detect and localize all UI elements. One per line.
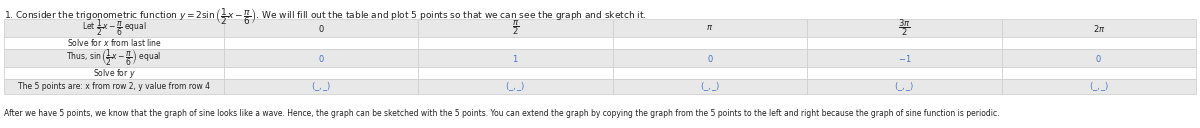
Bar bbox=[613, 67, 808, 79]
Bar bbox=[224, 19, 419, 37]
Bar bbox=[808, 49, 1002, 67]
Text: 1. Consider the trigonometric function $y = 2\sin\left(\dfrac{1}{2}x - \dfrac{\p: 1. Consider the trigonometric function $… bbox=[4, 6, 647, 27]
Bar bbox=[613, 79, 808, 94]
Text: $(\_,\_)$: $(\_,\_)$ bbox=[894, 80, 914, 93]
Bar bbox=[808, 79, 1002, 94]
Bar bbox=[613, 37, 808, 49]
Text: Solve for $y$: Solve for $y$ bbox=[92, 67, 136, 79]
Text: The 5 points are: x from row 2, y value from row 4: The 5 points are: x from row 2, y value … bbox=[18, 82, 210, 91]
Text: $(\_,\_)$: $(\_,\_)$ bbox=[1088, 80, 1109, 93]
Text: $(\_,\_)$: $(\_,\_)$ bbox=[311, 80, 331, 93]
Bar bbox=[808, 19, 1002, 37]
Text: $(\_,\_)$: $(\_,\_)$ bbox=[700, 80, 720, 93]
Bar bbox=[613, 19, 808, 37]
Bar bbox=[1002, 79, 1196, 94]
Bar bbox=[4, 49, 224, 67]
Bar bbox=[808, 67, 1002, 79]
Bar bbox=[1002, 19, 1196, 37]
Text: $\dfrac{\pi}{2}$: $\dfrac{\pi}{2}$ bbox=[512, 19, 520, 37]
Bar bbox=[419, 67, 613, 79]
Text: $\dfrac{3\pi}{2}$: $\dfrac{3\pi}{2}$ bbox=[898, 18, 911, 38]
Text: $(\_,\_)$: $(\_,\_)$ bbox=[505, 80, 526, 93]
Bar bbox=[1002, 49, 1196, 67]
Text: After we have 5 points, we know that the graph of sine looks like a wave. Hence,: After we have 5 points, we know that the… bbox=[4, 109, 1000, 118]
Bar bbox=[419, 79, 613, 94]
Bar bbox=[808, 37, 1002, 49]
Bar bbox=[224, 67, 419, 79]
Text: $1$: $1$ bbox=[512, 52, 518, 63]
Bar bbox=[1002, 67, 1196, 79]
Text: $2\pi$: $2\pi$ bbox=[1092, 23, 1105, 34]
Bar bbox=[4, 19, 224, 37]
Bar bbox=[1002, 37, 1196, 49]
Text: Let $\dfrac{1}{2}x - \dfrac{\pi}{6}$ equal: Let $\dfrac{1}{2}x - \dfrac{\pi}{6}$ equ… bbox=[82, 18, 146, 38]
Text: $0$: $0$ bbox=[707, 52, 713, 63]
Bar bbox=[4, 79, 224, 94]
Bar bbox=[4, 37, 224, 49]
Text: $0$: $0$ bbox=[318, 52, 324, 63]
Bar bbox=[224, 37, 419, 49]
Bar bbox=[4, 67, 224, 79]
Text: $0$: $0$ bbox=[318, 23, 324, 34]
Bar bbox=[419, 37, 613, 49]
Bar bbox=[419, 19, 613, 37]
Text: $-1$: $-1$ bbox=[898, 52, 911, 63]
Text: $\pi$: $\pi$ bbox=[707, 24, 714, 33]
Text: $0$: $0$ bbox=[1096, 52, 1102, 63]
Bar bbox=[224, 79, 419, 94]
Bar bbox=[224, 49, 419, 67]
Text: Solve for $x$ from last line: Solve for $x$ from last line bbox=[66, 38, 162, 49]
Bar bbox=[419, 49, 613, 67]
Bar bbox=[613, 49, 808, 67]
Text: Thus, $\sin\left(\dfrac{1}{2}x - \dfrac{\pi}{6}\right)$ equal: Thus, $\sin\left(\dfrac{1}{2}x - \dfrac{… bbox=[66, 48, 162, 68]
